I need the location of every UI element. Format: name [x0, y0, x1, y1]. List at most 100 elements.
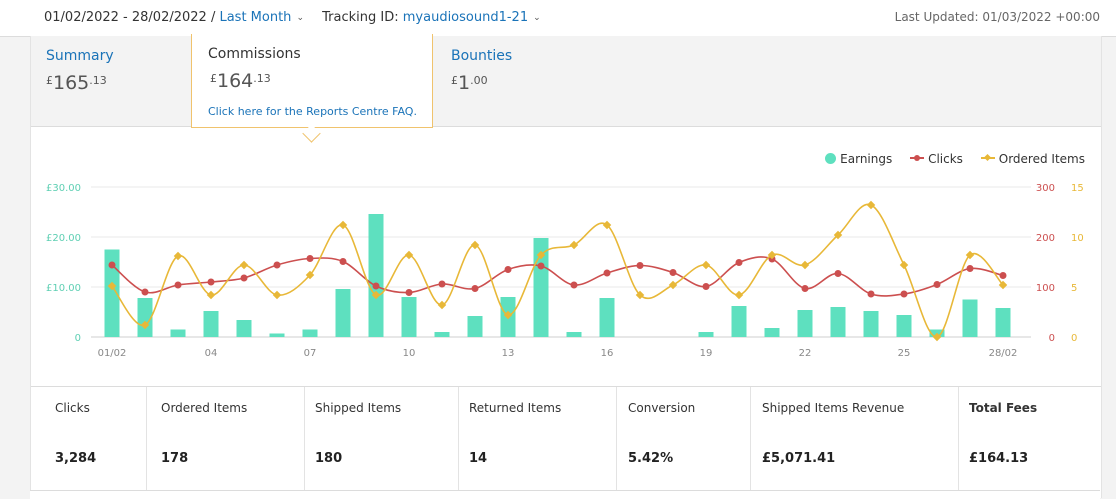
ordered-items-point — [998, 280, 1008, 290]
earnings-bar — [467, 316, 483, 337]
earnings-bar — [896, 315, 912, 337]
x-tick-label: 13 — [502, 348, 515, 359]
x-tick-label: 28/02 — [989, 348, 1018, 359]
y-right-clicks-tick-label: 300 — [1036, 183, 1055, 194]
tab-commissions-label[interactable]: Commissions — [208, 46, 301, 62]
stat-returned-items: Returned Items 14 — [459, 387, 617, 497]
clicks-point — [174, 281, 182, 289]
earnings-bar — [302, 329, 318, 337]
tab-bounties[interactable]: Bounties £1.00 — [451, 48, 512, 94]
legend-ordered-items[interactable]: Ordered Items — [980, 152, 1085, 166]
x-tick-label: 22 — [799, 348, 812, 359]
reports-faq-link[interactable]: Click here for the Reports Centre FAQ. — [208, 105, 417, 118]
report-header: 01/02/2022 - 28/02/2022 / Last Month ⌄ Tr… — [0, 0, 1116, 37]
y-right-items-tick-label: 10 — [1071, 233, 1084, 244]
tab-summary-label[interactable]: Summary — [46, 48, 114, 64]
x-tick-label: 04 — [205, 348, 218, 359]
ordered-items-point — [140, 320, 150, 330]
y-right-items-tick-label: 15 — [1071, 183, 1084, 194]
ordered-items-point — [800, 260, 810, 270]
earnings-bar — [335, 289, 351, 337]
clicks-point — [504, 266, 512, 273]
earnings-bar — [797, 310, 813, 337]
bounties-amount: £1.00 — [451, 72, 488, 94]
ordered-items-point — [371, 290, 381, 300]
clicks-point — [999, 272, 1007, 279]
x-tick-label: 25 — [898, 348, 911, 359]
earnings-bar — [995, 308, 1011, 337]
x-tick-label: 19 — [700, 348, 713, 359]
clicks-point — [207, 278, 215, 286]
ordered-items-point — [635, 290, 645, 300]
earnings-bar — [566, 332, 582, 337]
clicks-point — [108, 261, 116, 269]
earnings-bar — [962, 299, 978, 337]
clicks-point — [438, 280, 446, 288]
x-tick-label: 16 — [601, 348, 614, 359]
ordered-items-point — [701, 260, 711, 270]
clicks-point — [339, 258, 347, 265]
legend-earnings[interactable]: Earnings — [825, 152, 892, 166]
summary-amount: £165.13 — [46, 72, 107, 94]
ordered-items-line-icon — [980, 153, 995, 162]
clicks-point — [966, 265, 974, 272]
y-left-tick-label: £30.00 — [46, 183, 81, 194]
y-right-items-tick-label: 5 — [1071, 283, 1077, 294]
ordered-items-point — [107, 281, 117, 291]
chevron-down-icon[interactable]: ⌄ — [296, 13, 304, 23]
tracking-id-dropdown[interactable]: myaudiosound1-21 — [402, 10, 529, 25]
stat-conversion: Conversion 5.42% — [617, 387, 751, 497]
earnings-chart: 0 £10.00 £20.00 £30.00 0 100 200 300 0 5 10 15 01/02… — [46, 183, 1084, 359]
stat-total-fees: Total Fees £164.13 — [969, 401, 1038, 466]
tab-commissions[interactable]: Commissions £164.13 Click here for the R… — [191, 34, 433, 128]
clicks-point — [240, 274, 248, 282]
ordered-items-point — [932, 332, 942, 342]
clicks-point — [669, 269, 677, 276]
chevron-down-icon[interactable]: ⌄ — [533, 13, 541, 23]
earnings-bar — [104, 249, 120, 337]
ordered-items-point — [239, 260, 249, 270]
clicks-point — [834, 270, 842, 277]
earnings-bar — [830, 307, 846, 337]
stats-summary: Clicks 3,284 Ordered Items 178 Shipped Ite… — [31, 386, 1101, 497]
clicks-line — [111, 256, 1004, 297]
earnings-bar — [401, 297, 417, 337]
ordered-items-point — [734, 290, 744, 300]
earnings-bar — [434, 332, 450, 337]
clicks-point — [471, 285, 479, 292]
ordered-items-line — [111, 203, 1004, 338]
earnings-dot-icon — [825, 153, 837, 164]
stat-ordered-items: Ordered Items 178 — [147, 387, 305, 497]
clicks-point — [141, 288, 149, 296]
ordered-items-point — [668, 280, 678, 290]
clicks-point — [867, 290, 875, 298]
earnings-bar — [764, 328, 780, 337]
earnings-bar — [863, 311, 879, 337]
y-right-clicks-tick-label: 0 — [1049, 333, 1055, 344]
stat-shipped-revenue: Shipped Items Revenue £5,071.41 — [751, 387, 959, 497]
tab-summary[interactable]: Summary £165.13 — [46, 48, 114, 94]
chart-legend: Earnings Clicks Ordered Items — [811, 152, 1085, 166]
clicks-point — [372, 282, 380, 290]
ordered-items-point — [206, 290, 216, 300]
date-range-preset-dropdown[interactable]: Last Month — [219, 10, 292, 25]
clicks-point — [702, 283, 710, 290]
commissions-amount: £164.13 — [210, 70, 271, 92]
date-range: 01/02/2022 - 28/02/2022 / — [44, 10, 216, 25]
ordered-items-point — [437, 300, 447, 310]
earnings-bar — [599, 298, 615, 337]
clicks-point — [570, 281, 578, 289]
tab-bounties-label[interactable]: Bounties — [451, 48, 513, 64]
clicks-point — [933, 281, 941, 288]
legend-clicks[interactable]: Clicks — [910, 152, 963, 166]
clicks-point — [603, 269, 611, 277]
y-left-tick-label: £20.00 — [46, 233, 81, 244]
y-left-tick-label: 0 — [75, 333, 81, 344]
earnings-bar — [368, 214, 384, 337]
ordered-items-point — [272, 290, 282, 300]
earnings-bar — [269, 333, 285, 337]
x-tick-label: 10 — [403, 348, 416, 359]
clicks-point — [801, 285, 809, 292]
ordered-items-point — [470, 240, 480, 250]
earnings-bar — [533, 238, 549, 337]
